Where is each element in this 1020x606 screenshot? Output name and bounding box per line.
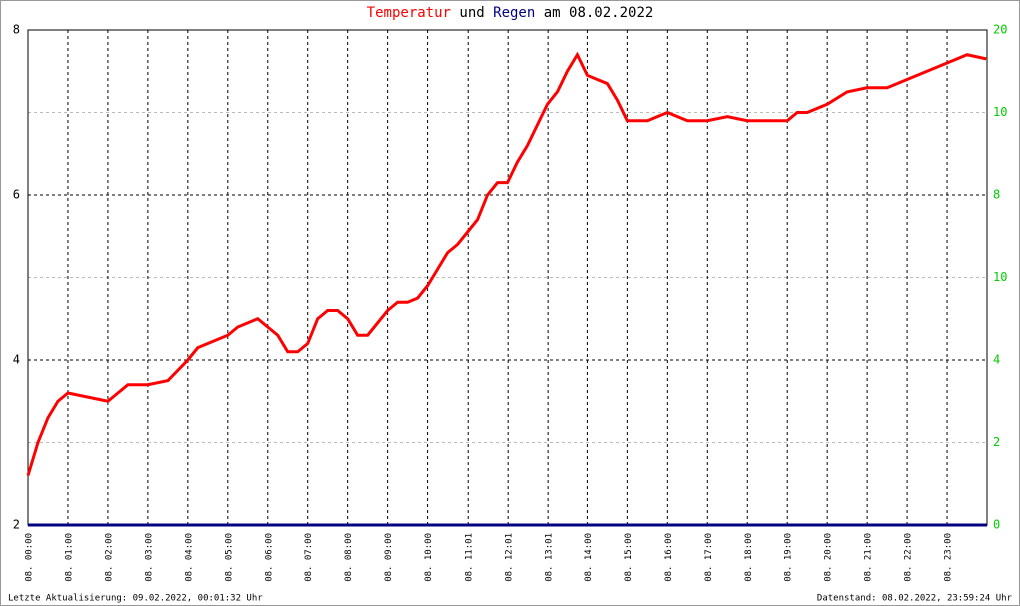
- x-tick-label: 08. 03:00: [144, 533, 154, 582]
- x-tick-label: 08. 18:00: [744, 533, 754, 582]
- x-tick-label: 08. 23:00: [944, 533, 954, 582]
- y2-tick-label: 8: [993, 188, 1000, 202]
- x-tick-label: 08. 15:00: [624, 533, 634, 582]
- title-part: am 08.02.2022: [544, 5, 654, 21]
- x-tick-label: 08. 20:00: [824, 533, 834, 582]
- y-tick-label: 6: [13, 188, 20, 202]
- x-tick-label: 08. 21:00: [864, 533, 874, 582]
- x-tick-label: 08. 17:00: [704, 533, 714, 582]
- y2-tick-label: 10: [993, 270, 1007, 284]
- y2-tick-label: 20: [993, 23, 1007, 37]
- x-tick-label: 08. 01:00: [64, 533, 74, 582]
- footer-right: Datenstand: 08.02.2022, 23:59:24 Uhr: [817, 594, 1013, 604]
- x-tick-label: 08. 10:00: [424, 533, 434, 582]
- x-tick-label: 08. 02:00: [104, 533, 114, 582]
- x-tick-label: 08. 04:00: [184, 533, 194, 582]
- y2-tick-label: 10: [993, 105, 1007, 119]
- x-tick-label: 08. 08:00: [344, 533, 354, 582]
- y2-tick-label: 2: [993, 435, 1000, 449]
- x-tick-label: 08. 07:00: [304, 533, 314, 582]
- y2-tick-label: 4: [993, 353, 1000, 367]
- title-part: Temperatur: [367, 5, 451, 21]
- x-tick-label: 08. 13:01: [545, 533, 555, 582]
- series-line: [26, 51, 987, 476]
- title-part: Regen: [493, 5, 535, 21]
- x-tick-label: 08. 05:00: [224, 533, 234, 582]
- x-tick-label: 08. 00:00: [25, 533, 35, 582]
- x-tick-label: 08. 09:00: [384, 533, 394, 582]
- y-tick-label: 2: [13, 518, 20, 532]
- x-tick-label: 08. 06:00: [264, 533, 274, 582]
- x-tick-label: 08. 12:01: [505, 533, 515, 582]
- y-tick-label: 4: [13, 353, 20, 367]
- title-part: und: [459, 5, 484, 21]
- title-text: Temperatur und Regen am 08.02.2022: [367, 5, 654, 21]
- x-tick-label: 08. 11:01: [465, 533, 475, 582]
- x-tick-label: 08. 19:00: [784, 533, 794, 582]
- footer-left: Letzte Aktualisierung: 09.02.2022, 00:01…: [8, 594, 263, 604]
- chart-title: Temperatur und Regen am 08.02.2022: [367, 5, 654, 21]
- x-tick-label: 08. 14:00: [584, 533, 594, 582]
- y2-tick-label: 0: [993, 518, 1000, 532]
- x-tick-label: 08. 16:00: [664, 533, 674, 582]
- x-tick-label: 08. 22:00: [904, 533, 914, 582]
- y-tick-label: 8: [13, 23, 20, 37]
